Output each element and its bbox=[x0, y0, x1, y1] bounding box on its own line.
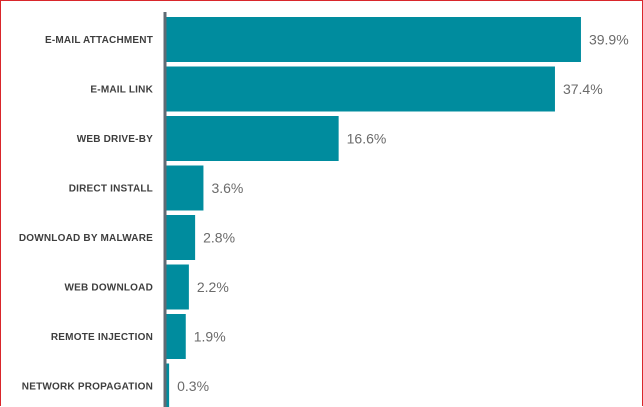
value-label: 0.3% bbox=[177, 378, 209, 394]
category-label: E-MAIL LINK bbox=[90, 85, 153, 96]
category-label: REMOTE INJECTION bbox=[51, 332, 153, 343]
category-label: WEB DOWNLOAD bbox=[65, 283, 154, 294]
value-label: 16.6% bbox=[347, 131, 387, 147]
bar-e-mail-attachment bbox=[166, 17, 581, 62]
bar-remote-injection bbox=[166, 314, 186, 359]
category-label: DOWNLOAD BY MALWARE bbox=[19, 233, 153, 244]
category-labels-group: E-MAIL ATTACHMENT E-MAIL LINK WEB DRIVE-BY… bbox=[19, 35, 154, 393]
bar-download-by-malware bbox=[166, 215, 196, 260]
value-label: 39.9% bbox=[589, 32, 629, 48]
value-labels-group: 39.9% 37.4% 16.6% 3.6% 2.8% 2.2% 1.9% 0.3% bbox=[177, 32, 629, 395]
category-label: DIRECT INSTALL bbox=[69, 184, 153, 195]
bar-direct-install bbox=[166, 165, 204, 211]
value-label: 2.8% bbox=[203, 230, 235, 246]
category-label: E-MAIL ATTACHMENT bbox=[45, 35, 153, 46]
bars-group bbox=[166, 17, 581, 407]
bar-web-drive-by bbox=[166, 116, 339, 161]
bar-e-mail-link bbox=[166, 66, 555, 112]
bar-network-propagation bbox=[166, 363, 170, 407]
bar-web-download bbox=[166, 264, 189, 310]
category-label: NETWORK PROPAGATION bbox=[22, 382, 153, 393]
value-label: 2.2% bbox=[197, 279, 229, 295]
value-label: 1.9% bbox=[194, 329, 226, 345]
category-label: WEB DRIVE-BY bbox=[77, 134, 153, 145]
value-label: 3.6% bbox=[211, 180, 243, 196]
value-label: 37.4% bbox=[563, 81, 603, 97]
